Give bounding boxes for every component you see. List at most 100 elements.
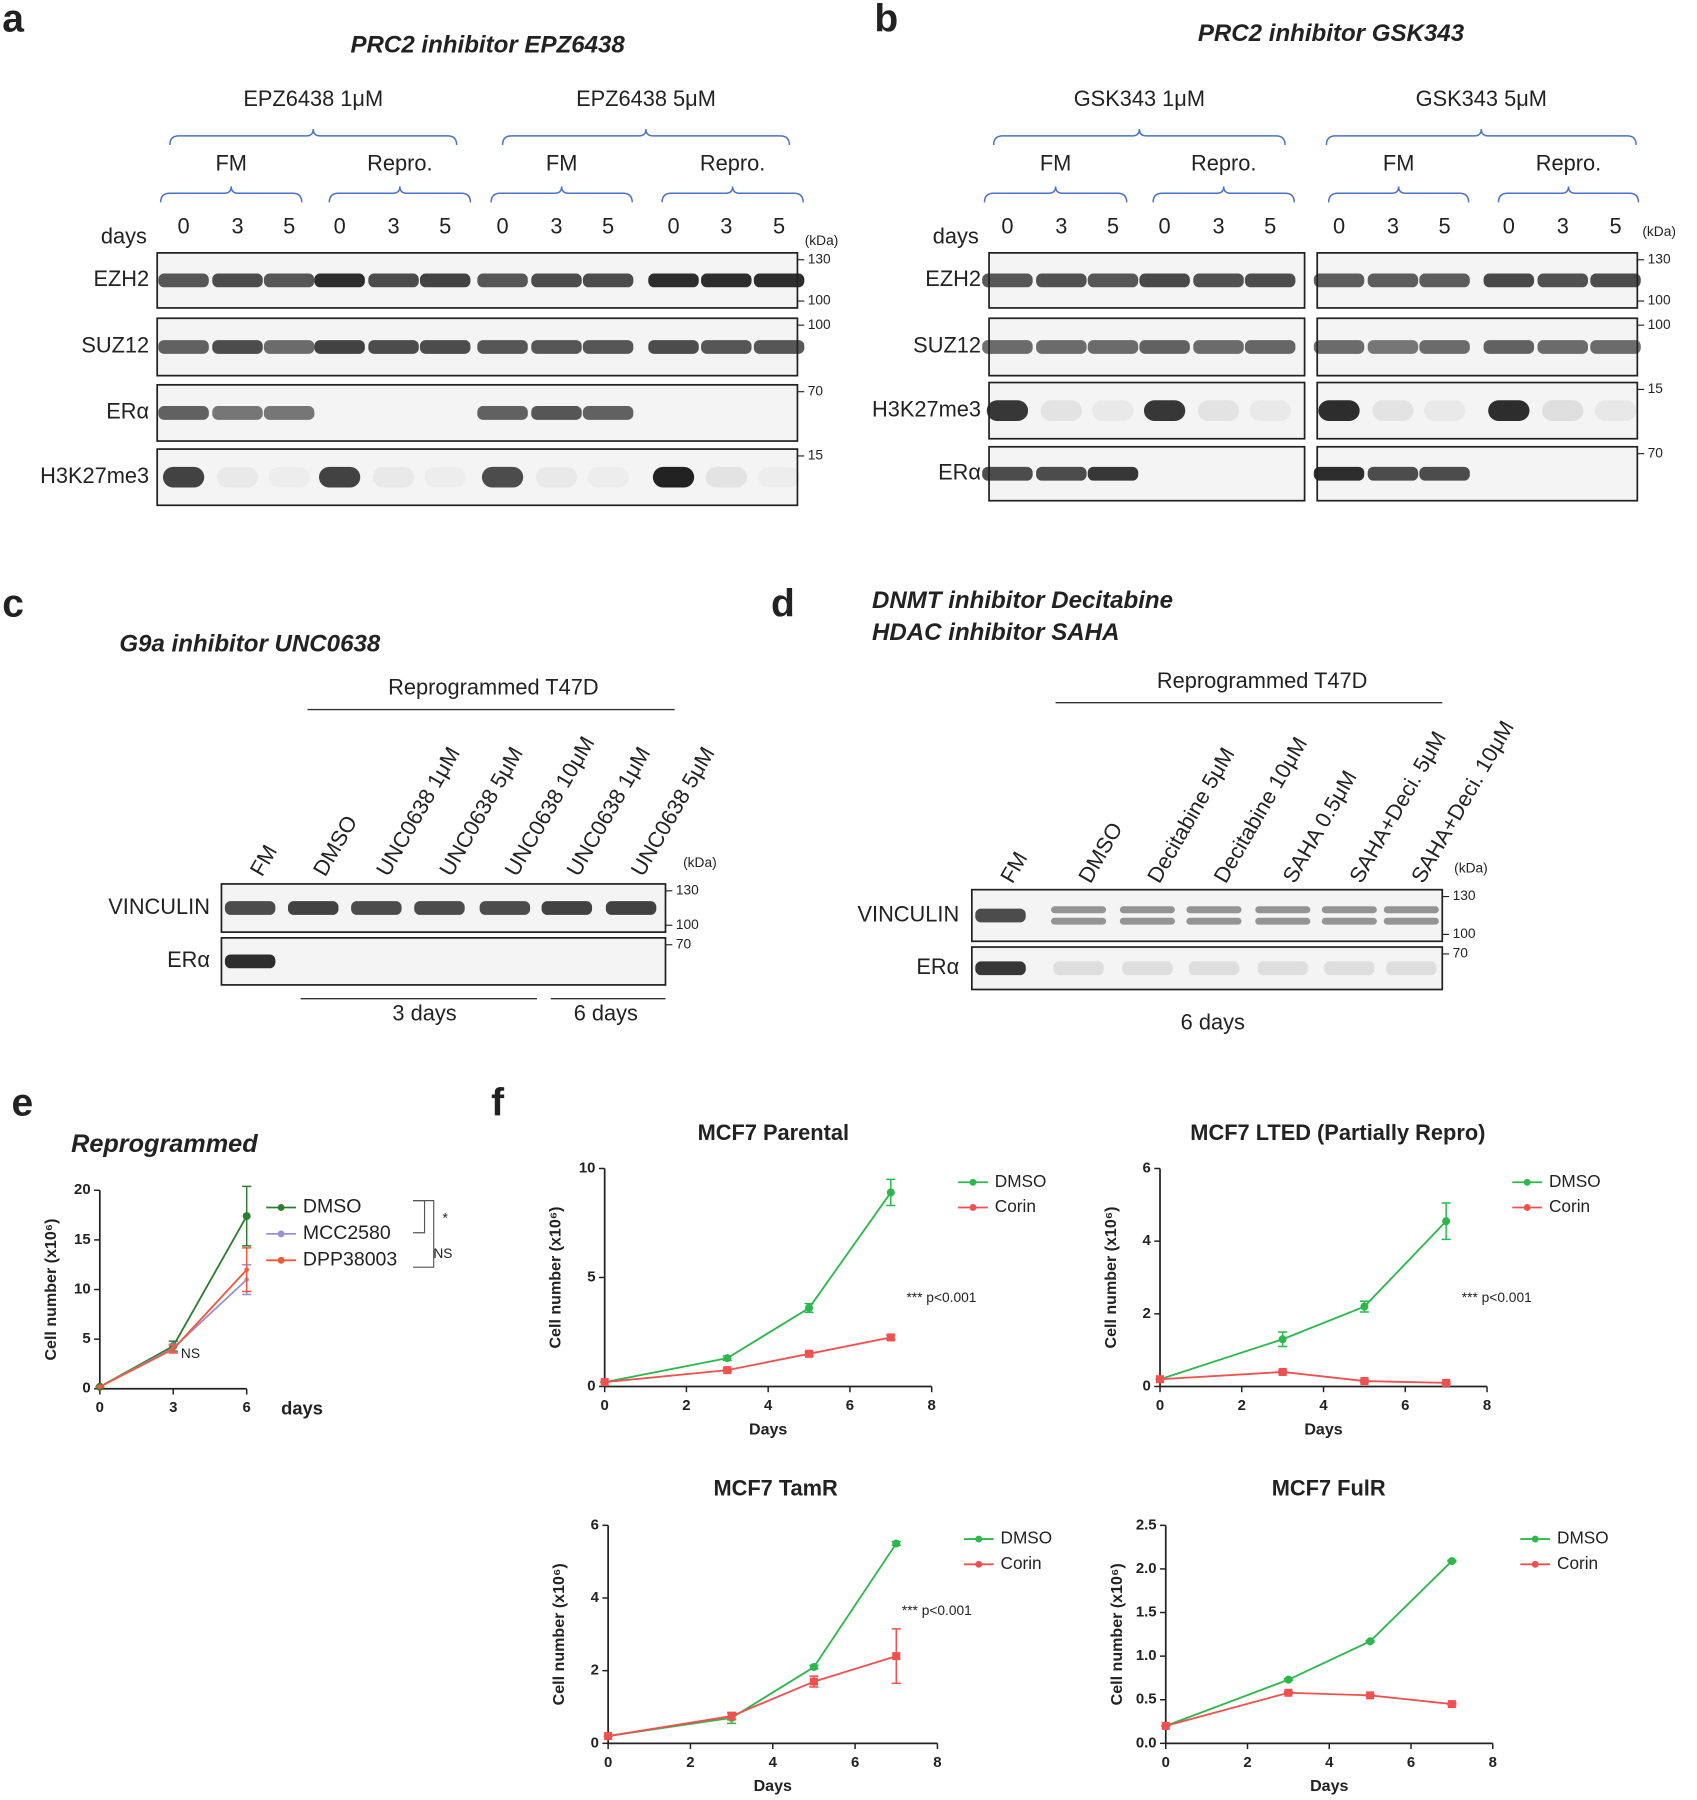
band (1383, 906, 1439, 914)
duration-label: 6 days (1181, 1010, 1245, 1035)
band (1483, 273, 1535, 288)
marker-label: 70 (1453, 946, 1469, 961)
y-axis-label: Cell number (x10⁶) (550, 1563, 568, 1705)
band (1488, 400, 1530, 421)
lane-label: 0 (1159, 213, 1171, 238)
band (263, 340, 315, 354)
band (372, 466, 415, 488)
y-axis-label: Cell number (x10⁶) (1102, 1206, 1120, 1348)
y-tick-label: 0.0 (1136, 1735, 1157, 1751)
lane-label: 5 (1609, 213, 1621, 238)
marker-label: 100 (676, 917, 699, 932)
series-line (604, 1336, 891, 1384)
x-axis-label: Days (749, 1420, 787, 1438)
group-label: GSK343 5μM (1416, 86, 1547, 111)
legend-label: MCC2580 (303, 1222, 391, 1244)
point (809, 1677, 818, 1686)
subgroup-label: FM (1040, 150, 1071, 175)
band (1537, 340, 1588, 354)
band (701, 340, 752, 354)
membrane (970, 888, 1444, 943)
band (368, 273, 419, 288)
band (1119, 917, 1175, 925)
band (1367, 466, 1419, 481)
band (287, 901, 339, 915)
panel-label: e (11, 1082, 33, 1125)
band (263, 406, 315, 420)
point (723, 1366, 732, 1375)
panel-label: d (771, 583, 795, 626)
point (1366, 1637, 1375, 1646)
point (604, 1732, 613, 1741)
x-tick-label: 4 (764, 1398, 773, 1414)
band (1367, 340, 1419, 354)
y-tick-label: 2 (1143, 1306, 1151, 1322)
band (1244, 273, 1296, 288)
band (1087, 466, 1139, 481)
band (1542, 400, 1584, 421)
panel-label: f (491, 1082, 505, 1125)
legend-label: Corin (1549, 1196, 1590, 1216)
bracket (413, 1200, 426, 1234)
point (1161, 1721, 1170, 1730)
row-label: VINCULIN (857, 901, 959, 926)
point (1278, 1335, 1287, 1344)
annotation: *** p<0.001 (1462, 1290, 1532, 1305)
brace (490, 186, 633, 203)
point (1447, 1557, 1456, 1566)
lane-label: 3 (1387, 213, 1399, 238)
band (419, 273, 471, 288)
brace (1152, 186, 1296, 203)
brace (1325, 128, 1637, 146)
band (1197, 400, 1240, 421)
blot-title: DNMT inhibitor Decitabine (872, 587, 1173, 614)
row-label: EZH2 (925, 266, 981, 291)
band (587, 467, 628, 488)
brace (1497, 186, 1640, 203)
y-tick-label: 20 (74, 1182, 91, 1198)
band (1255, 917, 1311, 925)
point (805, 1303, 814, 1313)
band (975, 961, 1026, 976)
annotation: *** p<0.001 (906, 1290, 976, 1305)
marker-label: 15 (808, 448, 824, 463)
band (986, 400, 1029, 421)
group-label: EPZ6438 1μM (243, 86, 383, 111)
lane-label: 0 (334, 213, 346, 238)
band (1087, 273, 1139, 288)
band (1122, 961, 1173, 976)
lane-label: 3 (720, 213, 732, 238)
legend-marker (277, 1230, 285, 1238)
kda-label: (kDa) (1642, 224, 1676, 239)
band (541, 901, 593, 915)
band (1244, 340, 1296, 354)
x-tick-label: 4 (1319, 1398, 1328, 1414)
y-tick-label: 1.5 (1136, 1604, 1157, 1620)
legend-label: DMSO (303, 1196, 362, 1218)
band (1143, 400, 1186, 421)
band (758, 467, 799, 488)
lane-label: 3 (231, 213, 243, 238)
lane-label: FM (995, 847, 1032, 887)
band (705, 466, 747, 488)
lane-label: 5 (283, 213, 295, 238)
legend-label: Corin (995, 1196, 1036, 1216)
band (1186, 906, 1242, 914)
marker-label: 70 (1648, 445, 1664, 460)
duration-label: 3 days (392, 1001, 456, 1026)
series-line (1159, 1220, 1447, 1381)
series-line (1165, 1691, 1452, 1727)
lane-label: FM (245, 840, 282, 880)
annotation: *** p<0.001 (902, 1603, 972, 1618)
band (212, 273, 263, 288)
band (1188, 961, 1240, 976)
lane-label: 0 (667, 213, 679, 238)
band (1537, 273, 1588, 288)
brace (159, 186, 303, 203)
lane-label: DMSO (308, 811, 362, 880)
brace (328, 186, 472, 203)
marker-label: 100 (808, 293, 831, 308)
legend-label: DMSO (1549, 1171, 1601, 1191)
y-tick-label: 10 (579, 1160, 596, 1176)
series-line (604, 1191, 892, 1384)
